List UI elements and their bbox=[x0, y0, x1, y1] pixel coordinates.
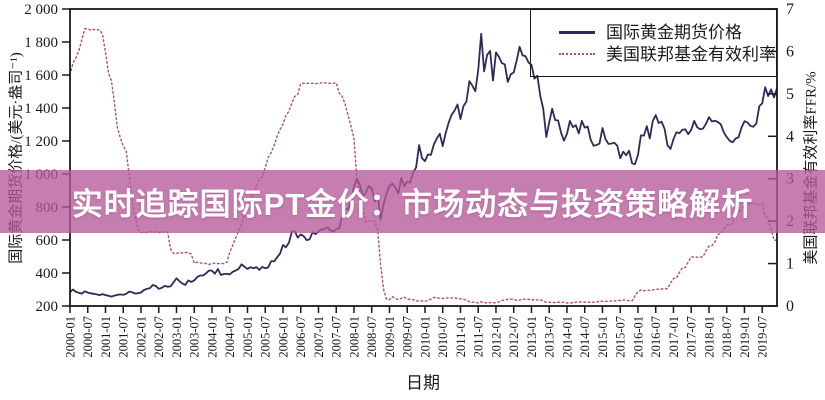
legend-item-ffr: 美国联邦基金有效利率 bbox=[559, 46, 776, 63]
x-tick-label: 2011-01 bbox=[454, 316, 468, 357]
x-tick-label: 2005-07 bbox=[259, 316, 273, 358]
left-tick-label: 200 bbox=[36, 299, 59, 315]
x-tick-label: 2004-07 bbox=[223, 316, 237, 358]
x-tick-label: 2018-01 bbox=[703, 316, 717, 358]
x-tick-label: 2017-07 bbox=[685, 316, 699, 358]
left-tick-label: 1 600 bbox=[24, 68, 58, 84]
gold-price-line-swatch bbox=[559, 30, 595, 34]
x-tick-label: 2001-01 bbox=[99, 316, 113, 358]
legend-label-ffr: 美国联邦基金有效利率 bbox=[606, 44, 776, 64]
left-tick-label: 600 bbox=[36, 233, 59, 249]
gold-price-line bbox=[69, 32, 778, 298]
left-tick-label: 1 400 bbox=[24, 101, 58, 117]
x-tick-label: 2013-07 bbox=[543, 316, 557, 358]
title-banner-overlay: 实时追踪国际PT金价：市场动态与投资策略解析 bbox=[0, 170, 825, 233]
x-tick-label: 2009-07 bbox=[401, 316, 415, 358]
right-tick-label: 7 bbox=[786, 1, 794, 18]
x-tick-label: 2002-01 bbox=[135, 316, 149, 358]
legend-box: 国际黄金期货价格 美国联邦基金有效利率 bbox=[530, 9, 777, 77]
x-tick-label: 2017-01 bbox=[667, 316, 681, 358]
x-tick-label: 2005-01 bbox=[241, 316, 255, 358]
x-tick-label: 2010-01 bbox=[419, 316, 433, 358]
right-tick-label: 0 bbox=[786, 298, 794, 315]
x-tick-label: 2014-01 bbox=[561, 316, 575, 358]
left-tick-label: 2 000 bbox=[24, 2, 58, 18]
x-tick-label: 2012-07 bbox=[507, 316, 521, 358]
x-tick-label: 2007-07 bbox=[330, 316, 344, 358]
x-tick-label: 2019-01 bbox=[738, 316, 752, 358]
x-tick-label: 2014-07 bbox=[578, 316, 592, 358]
x-tick-label: 2018-07 bbox=[720, 316, 734, 358]
right-tick-label: 4 bbox=[786, 128, 794, 145]
x-tick-label: 2007-01 bbox=[312, 316, 326, 358]
x-tick-label: 2008-07 bbox=[365, 316, 379, 358]
x-tick-label: 2011-07 bbox=[472, 316, 486, 357]
right-tick-label: 1 bbox=[786, 256, 794, 273]
x-tick-label: 2009-01 bbox=[383, 316, 397, 358]
x-axis-title: 日期 bbox=[406, 373, 440, 393]
x-tick-label: 2003-07 bbox=[188, 316, 202, 358]
right-tick-label: 6 bbox=[786, 43, 794, 60]
x-tick-label: 2001-07 bbox=[117, 316, 131, 358]
legend-item-gold-price: 国际黄金期货价格 bbox=[559, 24, 776, 41]
x-tick-label: 2008-01 bbox=[348, 316, 362, 358]
x-tick-label: 2012-01 bbox=[490, 316, 504, 358]
ffr-line-swatch bbox=[559, 53, 595, 55]
right-tick-label: 5 bbox=[786, 86, 794, 103]
x-tick-label: 2000-01 bbox=[64, 316, 78, 358]
legend-label-gold-price: 国际黄金期货价格 bbox=[606, 22, 742, 42]
x-tick-label: 2004-01 bbox=[206, 316, 220, 358]
x-tick-label: 2015-01 bbox=[596, 316, 610, 358]
plot-frame bbox=[69, 8, 778, 307]
x-tick-label: 2002-07 bbox=[152, 316, 166, 358]
banner-title: 实时追踪国际PT金价：市场动态与投资策略解析 bbox=[71, 187, 754, 222]
left-tick-label: 1 200 bbox=[24, 134, 58, 150]
x-tick-label: 2016-01 bbox=[632, 316, 646, 358]
x-tick-label: 2013-01 bbox=[525, 316, 539, 358]
x-tick-label: 2003-01 bbox=[170, 316, 184, 358]
x-tick-label: 2006-07 bbox=[294, 316, 308, 358]
x-tick-label: 2015-07 bbox=[614, 316, 628, 358]
left-tick-label: 400 bbox=[36, 266, 59, 282]
right-axis-title: 美国联邦基金有效利率FFR/% bbox=[803, 71, 820, 265]
x-tick-label: 2010-07 bbox=[436, 316, 450, 358]
x-tick-label: 2019-07 bbox=[756, 316, 770, 358]
left-tick-label: 1 800 bbox=[24, 35, 58, 51]
x-tick-label: 2000-07 bbox=[81, 316, 95, 358]
x-tick-label: 2016-07 bbox=[649, 316, 663, 358]
x-tick-label: 2006-01 bbox=[277, 316, 291, 358]
